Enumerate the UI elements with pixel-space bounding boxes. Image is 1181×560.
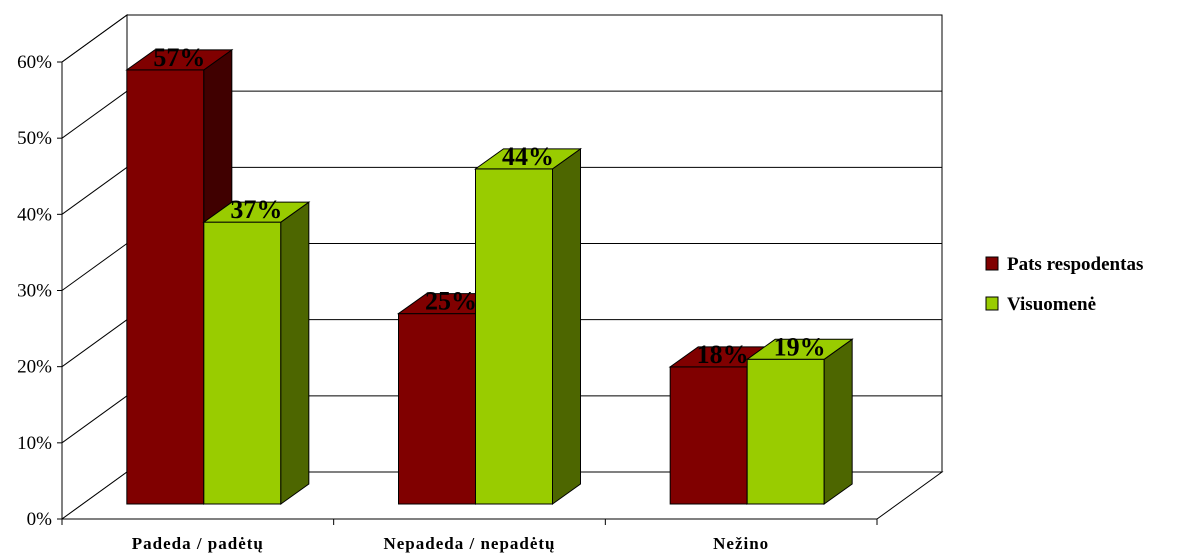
bar-top (745, 338, 854, 360)
bar-side (823, 338, 853, 505)
bar-top (473, 148, 583, 170)
data-label: 44% (502, 142, 554, 171)
gridline-side (61, 243, 128, 291)
gridline-side (61, 166, 128, 215)
data-label: 19% (774, 332, 826, 361)
data-label: 18% (697, 340, 749, 369)
y-tick-label: 60% (17, 52, 52, 73)
bar-front (398, 313, 476, 505)
legend: Pats respodentas Visuomenė (985, 254, 1143, 315)
bar-front (126, 69, 205, 505)
y-tick-label: 20% (17, 357, 52, 378)
gridline-side (61, 395, 128, 444)
bar-top (125, 49, 234, 71)
legend-swatch (985, 296, 999, 311)
data-label: 25% (425, 287, 477, 316)
gridline-side (61, 14, 128, 63)
data-labels: 57% 37% 25% 44% 18% 19% (153, 43, 825, 369)
bar-front (475, 168, 553, 505)
gridline-side (61, 319, 128, 368)
bar-front (669, 366, 748, 505)
y-tick-label: 0% (27, 509, 53, 530)
gridline-side (61, 90, 128, 139)
bar-front (746, 358, 825, 505)
data-label: 37% (230, 195, 282, 224)
y-tick-label: 10% (17, 433, 52, 454)
y-tick-label: 50% (17, 128, 52, 149)
legend-swatch (985, 256, 999, 271)
bars (125, 48, 854, 505)
y-tick-label: 40% (17, 204, 52, 225)
bar-top (202, 201, 311, 223)
data-label: 57% (153, 43, 205, 72)
axes: 0% 10% 20% 30% 40% 50% 60% Padeda / padėtų Nepad… (17, 52, 878, 553)
category-label: Nepadeda / nepadėtų (383, 534, 555, 553)
bar-side (552, 147, 581, 505)
y-tick-label: 30% (17, 281, 52, 302)
bar-side (280, 201, 310, 505)
legend-label: Visuomenė (1007, 294, 1096, 315)
category-label: Nežino (713, 534, 769, 553)
bar-front (203, 221, 282, 505)
category-label: Padeda / padėtų (132, 534, 264, 553)
legend-label: Pats respodentas (1007, 254, 1143, 275)
